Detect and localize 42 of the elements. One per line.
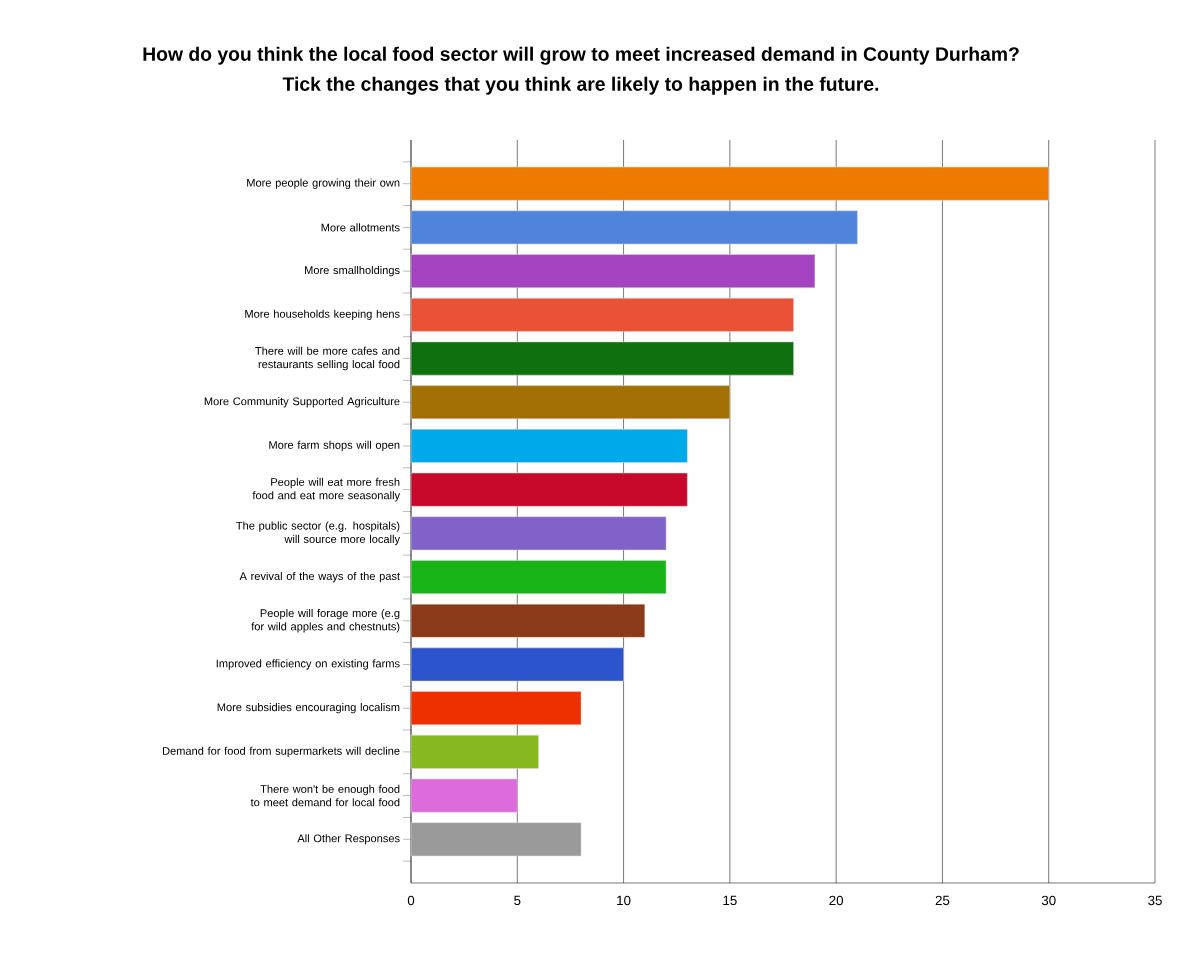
bar [410,822,582,857]
y-tick-label: More subsidies encouraging localism [217,703,400,714]
x-tick-label: 25 [935,895,950,906]
bar [410,254,816,288]
bar [410,385,731,420]
chart-title: How do you think the local food sector will grow to meet increased demand in County Durham? [143,46,1019,65]
bar [410,647,624,682]
bar [410,778,518,813]
x-tick-label: 15 [723,895,737,905]
x-tick-label: 30 [1041,895,1056,906]
y-tick-label: Demand for food from supermarkets will decline [162,746,400,758]
bar [410,560,667,594]
bar [410,516,667,551]
y-tick-label: More Community Supported Agriculture [204,397,400,408]
chart-subtitle: Tick the changes that you think are likely to happen in the future. [282,76,879,95]
y-tick-label: More farm shops will open [269,440,400,452]
y-tick-label: Improved efficiency on existing farms [216,659,400,670]
x-tick-label: 5 [514,895,521,905]
y-tick-label: People will eat more fresh food and eat more seasonally [252,477,400,502]
x-tick-label: 35 [1148,895,1162,906]
y-tick-label: People will forage more (e.g for wild apples and chestnuts) [251,608,400,633]
bar [410,735,539,769]
bar [410,429,688,463]
y-tick-label: A revival of the ways of the past [239,571,400,583]
y-tick-label: More smallholdings [305,265,400,277]
y-tick-label: There won't be enough food to meet demand for local food [250,784,400,807]
bar [410,472,688,507]
bar [410,603,646,638]
y-tick-label: More households keeping hens [245,309,400,320]
x-tick-label: 0 [407,895,415,906]
y-tick-label: More people growing their own [247,178,400,189]
y-tick-label: The public sector (e.g. hospitals) will source more locally [236,521,400,546]
bar [410,210,858,245]
bar [410,691,582,726]
y-tick-label: There will be more cafes and restaurants selling local food [255,346,400,371]
y-tick-label: More allotments [321,223,400,232]
bar [410,341,794,376]
bar [410,166,1049,201]
x-tick-label: 20 [829,895,844,906]
y-tick-label: All Other Responses [297,834,400,845]
bar [410,297,794,332]
x-tick-label: 10 [617,895,631,906]
